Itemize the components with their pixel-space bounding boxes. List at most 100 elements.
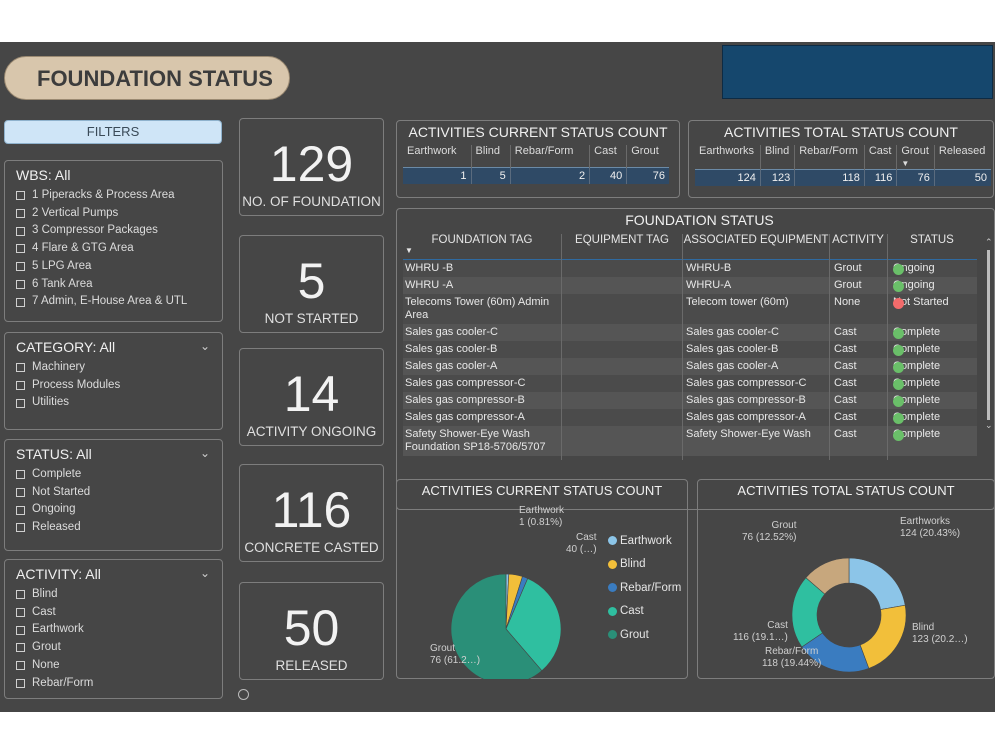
column-header[interactable]: Grout [631, 145, 659, 157]
slice-grout[interactable] [805, 557, 850, 595]
checkbox[interactable] [16, 625, 25, 635]
checkbox[interactable] [16, 590, 25, 600]
checkbox[interactable] [16, 643, 25, 653]
checkbox[interactable] [16, 678, 25, 688]
chevron-down-icon[interactable]: ⌄ [199, 566, 210, 580]
table-row[interactable]: Safety Shower-Eye Wash Foundation SP18-5… [403, 426, 977, 456]
table-row[interactable]: Sales gas compressor-A Sales gas compress… [403, 409, 977, 426]
table-row[interactable]: WHRU -B WHRU-B Grout Ongoing [403, 260, 977, 277]
slicer-option[interactable]: Released [16, 519, 222, 537]
filters-button[interactable]: FILTERS [4, 120, 222, 144]
table-row[interactable]: Sales gas cooler-B Sales gas cooler-B Cast… [403, 341, 977, 358]
table-row[interactable]: Sales gas cooler-A Sales gas cooler-A Cast… [403, 358, 977, 375]
scroll-thumb[interactable] [987, 250, 990, 420]
checkbox[interactable] [16, 505, 25, 515]
slicer-option[interactable]: 1 Piperacks & Process Area [16, 187, 222, 205]
slice-grout[interactable] [450, 573, 543, 679]
slicer-option[interactable]: 2 Vertical Pumps [16, 205, 222, 223]
checkbox[interactable] [16, 523, 25, 533]
column-header[interactable]: Earthwork [403, 145, 472, 168]
table-row[interactable]: Telecoms Tower (60m) Admin Area Telecom t… [403, 294, 977, 324]
slicer-option[interactable]: Blind [16, 586, 222, 604]
chevron-down-icon[interactable]: ⌄ [199, 339, 210, 353]
legend-item[interactable]: Cast [608, 600, 681, 624]
activity-cell: Cast [834, 360, 857, 372]
column-header-equipment-tag[interactable]: EQUIPMENT TAG [575, 234, 669, 246]
column-header[interactable]: Rebar/Form [510, 145, 591, 168]
slice-blind[interactable] [859, 604, 907, 669]
slicer-option[interactable]: Ongoing [16, 501, 222, 519]
sort-desc-icon[interactable]: ▼ [405, 246, 413, 255]
column-header[interactable]: Rebar/Form [794, 145, 865, 170]
column-header[interactable]: Blind [471, 145, 511, 168]
slicer-option[interactable]: Not Started [16, 484, 222, 502]
table-row[interactable]: WHRU -A WHRU-A Grout Ongoing [403, 277, 977, 294]
checkbox[interactable] [16, 661, 25, 671]
slicer-option[interactable]: Machinery [16, 359, 222, 377]
checkbox[interactable] [16, 191, 25, 201]
slicer-option[interactable]: 7 Admin, E-House Area & UTL [16, 293, 222, 311]
table-row[interactable]: Sales gas cooler-C Sales gas cooler-C Cast… [403, 324, 977, 341]
slicer-option[interactable]: 3 Compressor Packages [16, 222, 222, 240]
legend-item[interactable]: Blind [608, 553, 681, 577]
slice-earthworks[interactable] [848, 557, 906, 610]
chevron-down-icon[interactable]: ⌄ [199, 446, 210, 460]
status-slicer-title[interactable]: STATUS: All [16, 446, 92, 462]
column-header[interactable]: Earthworks [695, 145, 761, 170]
scroll-down-icon[interactable]: ⌄ [985, 420, 993, 430]
slicer-option[interactable]: None [16, 657, 222, 675]
column-divider [829, 234, 830, 460]
checkbox[interactable] [16, 226, 25, 236]
foundation-table-header: FOUNDATION TAG EQUIPMENT TAG ASSOCIATED … [403, 234, 980, 260]
column-header-status[interactable]: STATUS [910, 234, 954, 246]
column-header[interactable]: Cast [864, 145, 898, 170]
checkbox[interactable] [16, 398, 25, 408]
slicer-option-label: 4 Flare & GTG Area [32, 242, 134, 255]
column-header-foundation-tag[interactable]: FOUNDATION TAG [431, 234, 533, 246]
checkbox[interactable] [16, 470, 25, 480]
column-divider [887, 234, 888, 460]
checkbox[interactable] [16, 209, 25, 219]
checkbox[interactable] [16, 279, 25, 289]
checkbox[interactable] [16, 608, 25, 618]
total-status-count-title: ACTIVITIES TOTAL STATUS COUNT [724, 124, 958, 140]
table-row[interactable]: Sales gas compressor-B Sales gas compress… [403, 392, 977, 409]
column-header[interactable]: Grout ▼ [896, 145, 935, 170]
slicer-option-label: 3 Compressor Packages [32, 224, 158, 237]
checkbox[interactable] [16, 262, 25, 272]
checkbox[interactable] [16, 244, 25, 254]
legend-item[interactable]: Rebar/Form [608, 576, 681, 600]
slicer-option[interactable]: 4 Flare & GTG Area [16, 240, 222, 258]
slicer-option[interactable]: Utilities [16, 394, 222, 412]
legend-item[interactable]: Earthwork [608, 529, 681, 553]
scroll-up-icon[interactable]: ⌃ [985, 237, 993, 247]
slicer-option[interactable]: Cast [16, 604, 222, 622]
checkbox[interactable] [16, 297, 25, 307]
column-header[interactable]: Released [938, 145, 986, 157]
pie-label-grout: Grout 76 (61.2…) [430, 643, 481, 666]
wbs-slicer-title[interactable]: WBS: All [16, 167, 71, 183]
slicer-option[interactable]: Process Modules [16, 377, 222, 395]
legend-item[interactable]: Grout [608, 623, 681, 647]
slicer-option[interactable]: Complete [16, 466, 222, 484]
table-scrollbar[interactable]: ⌃ ⌄ [985, 237, 993, 447]
slicer-option[interactable]: Grout [16, 639, 222, 657]
kpi-value: 14 [283, 366, 340, 422]
checkbox[interactable] [16, 381, 25, 391]
table-row[interactable]: Sales gas compressor-C Sales gas compress… [403, 375, 977, 392]
slicer-option[interactable]: Rebar/Form [16, 675, 222, 693]
slicer-option[interactable]: 6 Tank Area [16, 276, 222, 294]
column-header[interactable]: Blind [760, 145, 796, 170]
status-cell: Not Started [893, 296, 977, 309]
slicer-option[interactable]: Earthwork [16, 621, 222, 639]
sort-desc-icon[interactable]: ▼ [901, 159, 910, 168]
activity-slicer-title[interactable]: ACTIVITY: All [16, 566, 101, 582]
column-header-activity[interactable]: ACTIVITY [832, 234, 884, 246]
column-header-associated-equipment[interactable]: ASSOCIATED EQUIPMENT [683, 234, 829, 246]
category-slicer-title[interactable]: CATEGORY: All [16, 339, 116, 355]
checkbox[interactable] [16, 488, 25, 498]
column-header[interactable]: Cast [589, 145, 628, 168]
slice-cast[interactable] [505, 578, 562, 672]
slicer-option[interactable]: 5 LPG Area [16, 258, 222, 276]
checkbox[interactable] [16, 363, 25, 373]
